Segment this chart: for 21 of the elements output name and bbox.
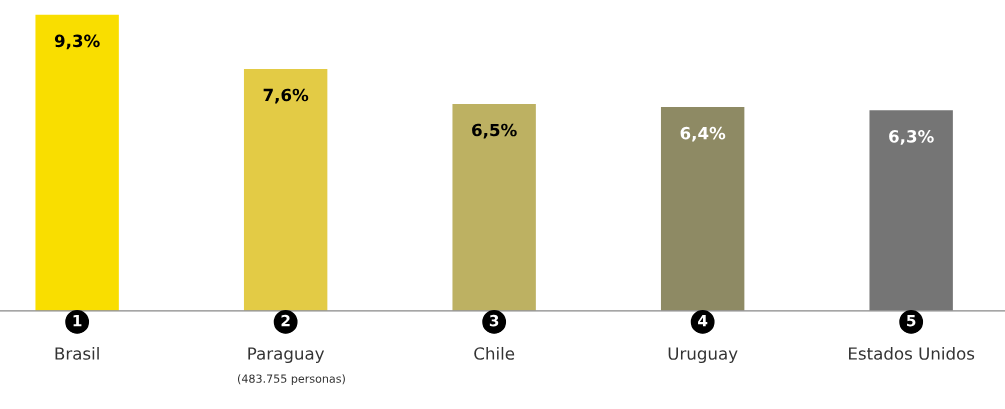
annotation: 1 (73, 315, 82, 327)
annotation: 3 (489, 314, 499, 327)
bar (243, 68, 328, 311)
data-label: 6,5% (472, 123, 517, 139)
x-tick-label: Brasil (55, 346, 99, 360)
annotation: 2 (281, 314, 290, 327)
x-tick-label: Estados Unidos (849, 346, 975, 360)
data-label: 6,4% (680, 126, 726, 142)
bar (869, 110, 953, 311)
x-tick-label: Uruguay (668, 347, 738, 364)
data-label: 9,3% (54, 34, 100, 50)
text: (483.755 personas) (237, 374, 345, 385)
bar (660, 107, 745, 311)
data-label: 6,3% (889, 130, 934, 145)
data-label: 7,6% (263, 88, 309, 104)
x-tick-label: Paraguay (248, 347, 325, 364)
bar (35, 14, 119, 311)
bar (452, 103, 536, 311)
annotation: 5 (907, 315, 916, 327)
annotation: 4 (698, 315, 708, 327)
x-tick-label: Chile (474, 346, 515, 360)
